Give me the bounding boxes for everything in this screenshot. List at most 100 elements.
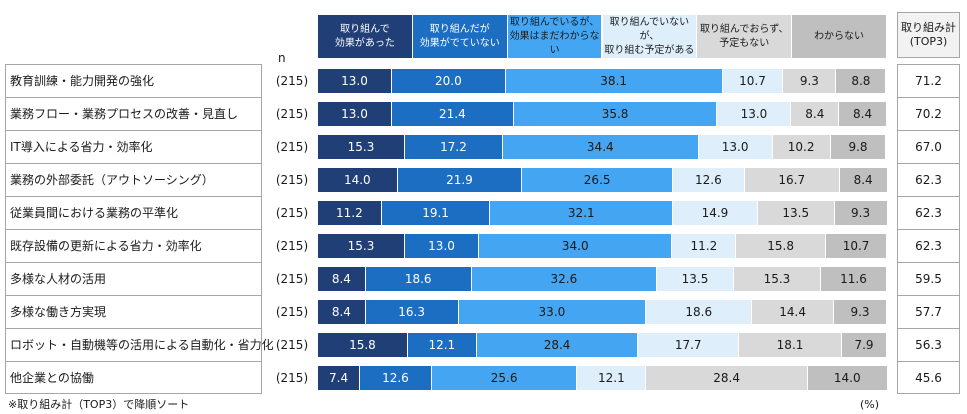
bar-segment: 20.0 — [391, 68, 506, 93]
bar-segment: 9.3 — [783, 68, 837, 93]
row-divider — [5, 97, 262, 98]
bar-segment: 11.2 — [318, 200, 382, 225]
bar-segment: 21.9 — [397, 167, 523, 192]
n-label: (215) — [275, 73, 309, 88]
bar-segment: 10.7 — [722, 68, 784, 93]
bar-segment: 25.6 — [431, 365, 578, 390]
total-value: 45.6 — [915, 370, 942, 385]
bar-segment: 13.0 — [405, 233, 480, 258]
bar-segment: 32.6 — [471, 266, 658, 291]
bar-segment: 17.2 — [405, 134, 503, 159]
bar-segment: 8.4 — [839, 167, 888, 192]
n-label: (215) — [275, 139, 309, 154]
n-label: (215) — [275, 172, 309, 187]
bar-segment: 11.2 — [672, 233, 737, 258]
n-label: (215) — [275, 205, 309, 220]
bar-segment: 17.7 — [638, 332, 740, 357]
bar-segment: 12.1 — [407, 332, 477, 357]
category-label: IT導入による省力・効率化 — [10, 140, 153, 154]
bar-segment: 12.6 — [360, 365, 432, 390]
bar-segment: 7.9 — [842, 332, 887, 357]
bar-segment: 9.3 — [834, 299, 887, 324]
n-label: (215) — [275, 337, 309, 352]
bar-segment: 16.3 — [365, 299, 459, 324]
category-label: 教育訓練・能力開発の強化 — [10, 74, 155, 88]
row-divider — [897, 229, 960, 230]
bar-segment: 9.3 — [834, 200, 888, 225]
bar-segment: 35.8 — [513, 101, 718, 126]
n-header: n — [278, 51, 286, 65]
row-divider — [897, 196, 960, 197]
bar-segment: 14.9 — [673, 200, 758, 225]
bar-segment: 32.1 — [490, 200, 674, 225]
bar-segment: 28.4 — [476, 332, 639, 357]
bar-segment: 15.8 — [318, 332, 408, 357]
legend-item: 取り組んで 効果があった — [318, 15, 412, 58]
bar-segment: 8.4 — [318, 299, 366, 324]
n-label: (215) — [275, 370, 309, 385]
bar-segment: 8.4 — [839, 101, 887, 126]
category-label: 多様な働き方実現 — [10, 305, 107, 319]
row-divider — [5, 196, 262, 197]
category-label: 業務フロー・業務プロセスの改善・見直し — [10, 107, 239, 121]
bar-segment: 33.0 — [458, 299, 647, 324]
bar-segment: 9.8 — [830, 134, 887, 159]
row-divider — [5, 229, 262, 230]
bar-segment: 13.0 — [698, 134, 773, 159]
category-label: 他企業との協働 — [10, 371, 94, 385]
bar-segment: 11.6 — [820, 266, 887, 291]
bar-segment: 10.2 — [772, 134, 831, 159]
category-label: 既存設備の更新による省力・効率化 — [10, 239, 202, 253]
legend-item: 取り組んでおらず、 予定もない — [697, 15, 792, 58]
total-header: 取り組み計 (TOP3) — [897, 12, 960, 58]
bar-segment: 13.5 — [657, 266, 734, 291]
row-divider — [897, 295, 960, 296]
bar-segment: 13.0 — [318, 68, 392, 93]
total-value: 62.3 — [915, 172, 942, 187]
bar-segment: 14.0 — [318, 167, 398, 192]
bar-segment: 18.6 — [646, 299, 753, 324]
row-divider — [897, 97, 960, 98]
total-value: 67.0 — [915, 139, 942, 154]
bar-segment: 26.5 — [522, 167, 674, 192]
bar-segment: 15.3 — [733, 266, 821, 291]
row-divider — [897, 361, 960, 362]
bar-segment: 15.8 — [736, 233, 827, 258]
row-divider — [5, 361, 262, 362]
bar-segment: 28.4 — [646, 365, 808, 390]
row-divider — [5, 328, 262, 329]
total-value: 59.5 — [915, 271, 942, 286]
bar-segment: 34.0 — [479, 233, 673, 258]
bar-segment: 8.8 — [836, 68, 887, 93]
row-divider — [5, 163, 262, 164]
bar-segment: 38.1 — [505, 68, 723, 93]
category-label: ロボット・自動機等の活用による自動化・省力化 — [10, 338, 274, 352]
bar-segment: 14.4 — [752, 299, 835, 324]
footnote: ※取り組み計（TOP3）で降順ソート — [8, 398, 190, 411]
n-label: (215) — [275, 304, 309, 319]
n-label: (215) — [275, 106, 309, 121]
bar-segment: 21.4 — [391, 101, 514, 126]
bar-segment: 19.1 — [381, 200, 491, 225]
row-divider — [897, 328, 960, 329]
bar-segment: 15.3 — [318, 233, 406, 258]
row-divider — [5, 295, 262, 296]
bar-segment: 12.1 — [577, 365, 647, 390]
total-value: 57.7 — [915, 304, 942, 319]
bar-segment: 8.4 — [791, 101, 840, 126]
bar-segment: 13.5 — [757, 200, 835, 225]
total-value: 62.3 — [915, 238, 942, 253]
bar-segment: 13.0 — [717, 101, 792, 126]
bar-segment: 12.6 — [673, 167, 745, 192]
total-value: 70.2 — [915, 106, 942, 121]
legend-item: 取り組んだが 効果がでていない — [412, 15, 507, 58]
category-label: 従業員間における業務の平準化 — [10, 206, 179, 220]
n-label: (215) — [275, 271, 309, 286]
bar-segment: 8.4 — [318, 266, 366, 291]
unit-label: (%) — [860, 397, 880, 411]
bar-segment: 18.1 — [739, 332, 843, 357]
bar-segment: 34.4 — [502, 134, 699, 159]
bar-segment: 18.6 — [365, 266, 472, 291]
bar-segment: 7.4 — [318, 365, 361, 390]
category-label: 多様な人材の活用 — [10, 272, 107, 286]
